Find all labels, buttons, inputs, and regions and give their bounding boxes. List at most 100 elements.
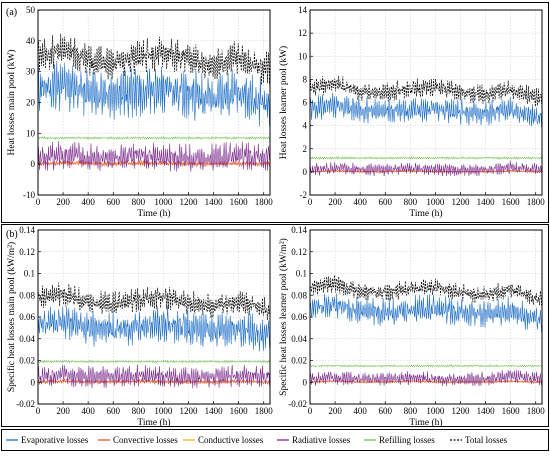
y-tick-label: 2 (303, 144, 308, 154)
panel-label-a: (a) (6, 7, 17, 18)
legend-label: Radiative losses (292, 435, 351, 445)
x-axis-title: Time (h) (409, 417, 442, 428)
legend: Evaporative losses Convective losses Condu… (6, 435, 508, 445)
legend-box (1, 429, 549, 451)
y-tick-label: 0.08 (291, 290, 307, 300)
y-tick-label: 0.14 (19, 225, 35, 235)
panel-label-b: (b) (6, 229, 18, 240)
series-line-evaporative-losses (38, 60, 270, 127)
y-tick-label: 0.02 (291, 356, 307, 366)
y-axis-title: Heat losses main pool (kW) (6, 49, 17, 155)
series-line-evaporative-losses (310, 92, 542, 128)
x-tick-label: 800 (404, 406, 418, 416)
x-tick-label: 0 (36, 197, 41, 207)
series-line-total-losses (310, 274, 542, 306)
x-tick-label: 1400 (477, 197, 496, 207)
x-tick-label: 400 (353, 197, 367, 207)
y-axis-title: Heat losses learner pool (kW) (278, 46, 289, 159)
series-line-radiative-losses (38, 364, 270, 389)
x-tick-label: 1800 (527, 406, 546, 416)
series-line-convective-losses (38, 159, 270, 169)
legend-label: Conductive losses (198, 435, 264, 445)
x-tick-label: 200 (328, 406, 342, 416)
y-tick-label: 0.1 (24, 269, 35, 279)
series-line-total-losses (38, 33, 270, 85)
y-tick-label: 0.04 (19, 334, 35, 344)
x-tick-label: 400 (81, 406, 95, 416)
series-line-total-losses (310, 75, 542, 107)
x-tick-label: 800 (132, 197, 146, 207)
x-axis-title: Time (h) (137, 208, 170, 219)
x-tick-label: 1400 (477, 406, 496, 416)
x-tick-label: 1000 (154, 197, 173, 207)
x-axis-title: Time (h) (409, 208, 442, 219)
legend-label: Refilling losses (379, 435, 435, 445)
y-tick-label: 0.12 (19, 247, 35, 257)
y-tick-label: 0 (303, 167, 308, 177)
y-tick-label: 10 (26, 128, 36, 138)
x-tick-label: 600 (378, 197, 392, 207)
x-tick-label: 800 (132, 406, 146, 416)
series-line-refilling-losses (38, 359, 270, 364)
series-line-total-losses (38, 282, 270, 321)
x-tick-label: 200 (56, 406, 70, 416)
y-tick-label: 50 (26, 5, 36, 15)
y-tick-label: 0.04 (291, 334, 307, 344)
series-line-refilling-losses (310, 156, 542, 160)
y-tick-label: 30 (26, 67, 36, 77)
y-tick-label: -0.02 (16, 399, 35, 409)
x-tick-label: 1800 (255, 197, 274, 207)
x-tick-label: 1600 (502, 197, 521, 207)
y-tick-label: 10 (298, 51, 308, 61)
x-tick-label: 1800 (527, 197, 546, 207)
x-tick-label: 1600 (230, 406, 249, 416)
y-tick-label: 20 (26, 98, 36, 108)
plot-main-pool-heat-losses: 0 200 400 600 800 1000 1200 1400 1600 1800-100102… (6, 5, 273, 219)
y-tick-label: 0.02 (19, 356, 35, 366)
series-line-evaporative-losses (310, 293, 542, 333)
x-tick-label: 600 (378, 406, 392, 416)
y-tick-label: -2 (300, 190, 308, 200)
x-tick-label: 600 (106, 406, 120, 416)
x-tick-label: 1000 (154, 406, 173, 416)
y-tick-label: 0.08 (19, 290, 35, 300)
y-tick-label: 0.06 (19, 312, 35, 322)
series-line-convective-losses (310, 379, 542, 385)
x-tick-label: 200 (56, 197, 70, 207)
y-tick-label: 6 (303, 98, 308, 108)
x-tick-label: 0 (308, 197, 313, 207)
series-line-radiative-losses (310, 369, 542, 387)
y-tick-label: 14 (298, 5, 308, 15)
y-tick-label: 0.14 (291, 225, 307, 235)
x-tick-label: 600 (106, 197, 120, 207)
x-tick-label: 1200 (179, 197, 198, 207)
x-tick-label: 0 (36, 406, 41, 416)
y-axis-title: Specific heat losses learner pool (kW/m²… (278, 238, 289, 396)
y-tick-label: 12 (298, 28, 307, 38)
y-tick-label: -10 (23, 190, 35, 200)
x-tick-label: 200 (328, 197, 342, 207)
plot-main-pool-specific-heat-losses: 0 200 400 600 800 1000 1200 1400 1600 1800-0.0200… (6, 225, 273, 428)
x-tick-label: 400 (353, 406, 367, 416)
legend-label: Convective losses (113, 435, 178, 445)
x-tick-label: 1800 (255, 406, 274, 416)
y-tick-label: 0.1 (296, 269, 307, 279)
series-line-refilling-losses (310, 364, 542, 368)
y-tick-label: 0.12 (291, 247, 307, 257)
x-tick-label: 1200 (451, 197, 470, 207)
x-tick-label: 1200 (179, 406, 198, 416)
legend-label: Evaporative losses (21, 435, 89, 445)
plot-learner-pool-heat-losses: 0 200 400 600 800 1000 1200 1400 1600 1800-202468… (278, 5, 545, 219)
x-tick-label: 1400 (205, 406, 224, 416)
y-axis-title: Specific heat losses main pool (kW/m²) (6, 242, 17, 392)
y-tick-label: 0 (303, 377, 308, 387)
x-tick-label: 400 (81, 197, 95, 207)
y-tick-label: 8 (303, 74, 308, 84)
x-tick-label: 1200 (451, 406, 470, 416)
legend-label: Total losses (465, 435, 508, 445)
x-tick-label: 0 (308, 406, 313, 416)
series-line-radiative-losses (310, 160, 542, 177)
x-tick-label: 800 (404, 197, 418, 207)
y-tick-label: -0.02 (288, 399, 307, 409)
